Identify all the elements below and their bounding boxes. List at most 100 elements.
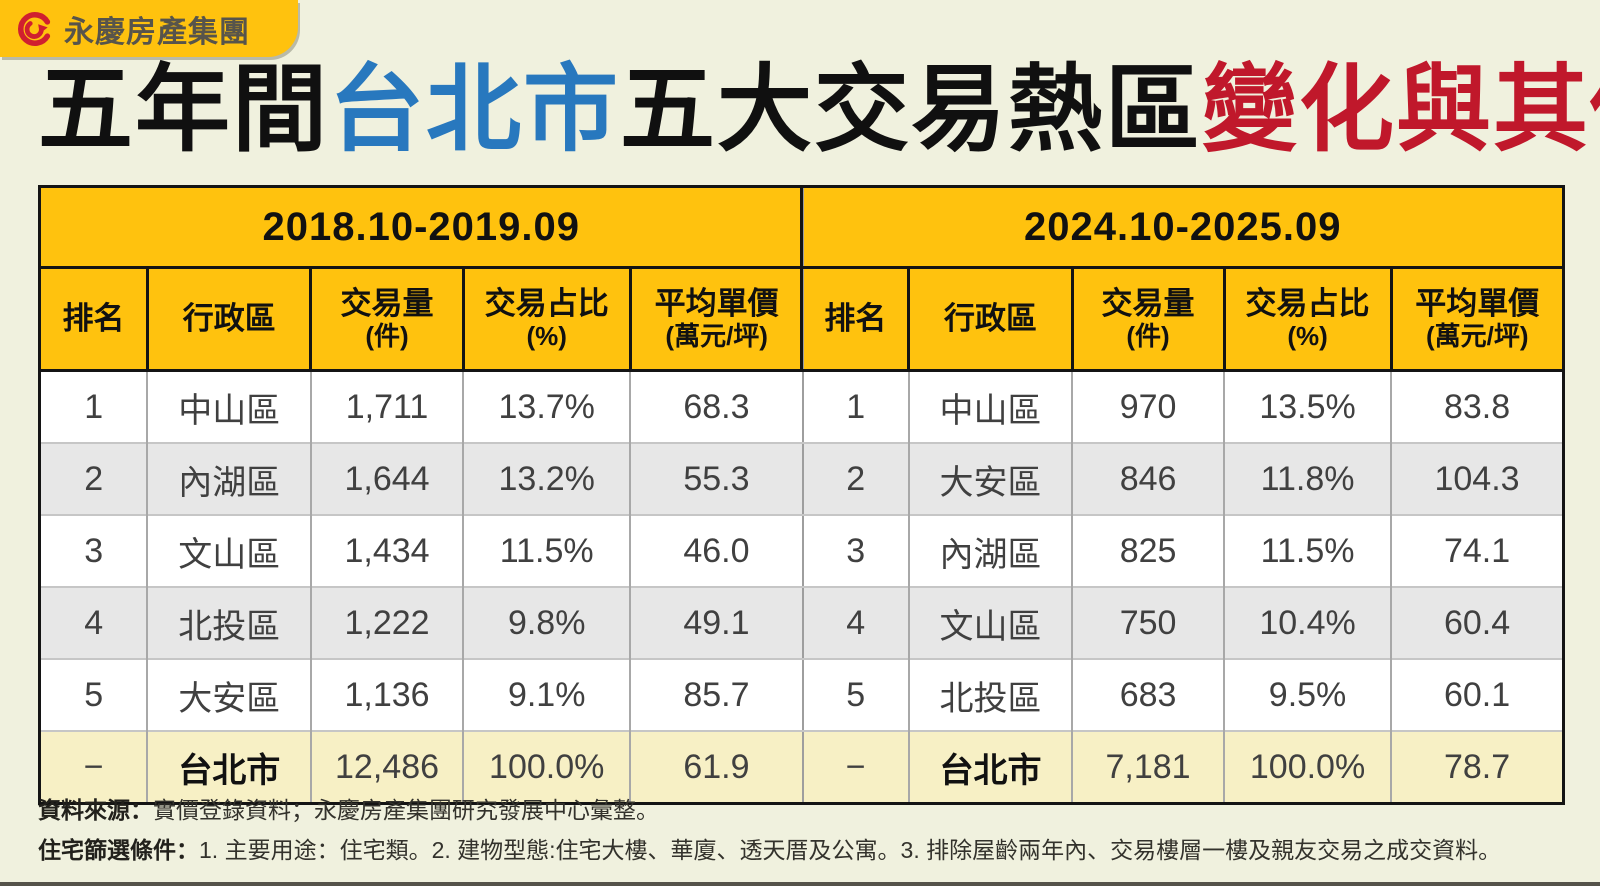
cell-volume: 683	[1071, 658, 1224, 731]
cell-share: 9.5%	[1222, 658, 1392, 731]
col-header-label: 行政區	[943, 301, 1037, 337]
col-header-label: 交易占比	[484, 286, 609, 322]
cell-volume: 1,644	[309, 442, 464, 515]
title-part-blue: 台北市	[329, 57, 621, 163]
title-part-black2: 五大交易熱區	[620, 57, 1203, 163]
cell-district: 大安區	[907, 442, 1073, 515]
column-header-row: 排名 行政區 交易量 (件) 交易占比 (%) 平均單價 (萬元/坪)	[41, 267, 802, 372]
logo-tab: 永慶房產集團	[0, 0, 298, 57]
period-table-2018: 2018.10-2019.09 排名 行政區 交易量 (件) 交易占比 (%) 平均…	[41, 188, 802, 802]
cell-rank: 1	[802, 369, 909, 443]
page-title: 五年間台北市五大交易熱區變化與其價量	[38, 58, 1600, 163]
col-header-label: 交易占比	[1245, 286, 1370, 322]
footer-source-label: 資料來源：	[38, 797, 153, 823]
cell-volume: 1,711	[309, 369, 464, 443]
yungching-logo-icon	[18, 11, 51, 46]
cell-rank: 3	[41, 514, 148, 587]
cell-share: 9.8%	[462, 586, 631, 659]
cell-price: 60.1	[1390, 658, 1562, 731]
cell-share: 11.5%	[462, 514, 631, 587]
col-header-unit: (件)	[1126, 320, 1170, 351]
cell-district: 內湖區	[907, 514, 1073, 587]
footer-source: 資料來源：實價登錄資料；永慶房產集團研究發展中心彙整。	[38, 791, 1501, 831]
cell-volume: 12,486	[309, 730, 464, 802]
cell-district: 中山區	[907, 369, 1073, 443]
table-row: 5 北投區 683 9.5% 60.1	[802, 658, 1562, 731]
col-header-label: 排名	[62, 301, 125, 337]
cell-volume: 1,222	[309, 586, 464, 659]
table-row: 1 中山區 1,711 13.7% 68.3	[41, 369, 802, 443]
footer-filter-label: 住宅篩選條件：	[38, 836, 199, 863]
cell-price: 74.1	[1390, 514, 1562, 587]
cell-district: 內湖區	[146, 442, 311, 515]
cell-volume: 750	[1071, 586, 1224, 659]
period-header-row: 2024.10-2025.09	[802, 188, 1562, 269]
cell-volume: 970	[1071, 369, 1224, 443]
col-header-unit: (件)	[365, 320, 409, 351]
title-part-black1: 五年間	[38, 57, 330, 163]
cell-share: 10.4%	[1222, 586, 1392, 659]
cell-share: 11.5%	[1222, 514, 1392, 587]
column-header-row: 排名 行政區 交易量 (件) 交易占比 (%) 平均單價 (萬元/坪)	[802, 267, 1562, 372]
cell-price: 61.9	[629, 730, 802, 802]
cell-volume: 7,181	[1071, 730, 1224, 802]
col-header-label: 行政區	[182, 301, 276, 337]
cell-district: 大安區	[146, 658, 311, 731]
cell-share: 100.0%	[1222, 730, 1392, 802]
col-header-volume: 交易量 (件)	[1070, 267, 1224, 372]
cell-price: 68.3	[629, 369, 802, 443]
cell-price: 78.7	[1390, 730, 1562, 802]
cell-share: 100.0%	[462, 730, 631, 802]
table-row: 3 內湖區 825 11.5% 74.1	[802, 514, 1562, 587]
table-row: 5 大安區 1,136 9.1% 85.7	[41, 658, 802, 731]
col-header-unit: (萬元/坪)	[665, 320, 768, 351]
cell-rank: 4	[802, 586, 909, 659]
cell-district: 文山區	[907, 586, 1073, 659]
col-header-unit: (萬元/坪)	[1426, 320, 1529, 351]
summary-row: − 台北市 7,181 100.0% 78.7	[802, 730, 1562, 802]
title-part-red: 變化與其價量	[1202, 57, 1600, 163]
logo-text: 永慶房產集團	[64, 15, 250, 49]
table-row: 3 文山區 1,434 11.5% 46.0	[41, 514, 802, 587]
col-header-price: 平均單價 (萬元/坪)	[1389, 267, 1562, 372]
cell-price: 85.7	[629, 658, 802, 731]
col-header-district: 行政區	[907, 267, 1073, 372]
bottom-edge-bar	[0, 882, 1600, 886]
cell-price: 60.4	[1390, 586, 1562, 659]
period-label: 2024.10-2025.09	[802, 188, 1562, 269]
col-header-rank: 排名	[802, 267, 909, 372]
table-row: 4 北投區 1,222 9.8% 49.1	[41, 586, 802, 659]
cell-rank: −	[41, 730, 148, 802]
comparison-table: 2018.10-2019.09 排名 行政區 交易量 (件) 交易占比 (%) 平均…	[38, 185, 1565, 805]
col-header-unit: (%)	[1287, 320, 1328, 351]
cell-price: 49.1	[629, 586, 802, 659]
cell-rank: 3	[802, 514, 909, 587]
footer-filter-text: 1. 主要用途：住宅類。2. 建物型態:住宅大樓、華廈、透天厝及公寓。3. 排除…	[199, 836, 1502, 863]
cell-price: 46.0	[629, 514, 802, 587]
col-header-share: 交易占比 (%)	[1222, 267, 1392, 372]
table-row: 4 文山區 750 10.4% 60.4	[802, 586, 1562, 659]
cell-district: 台北市	[146, 730, 311, 802]
cell-share: 13.7%	[462, 369, 631, 443]
col-header-label: 交易量	[340, 286, 434, 322]
cell-share: 13.5%	[1222, 369, 1392, 443]
cell-rank: 2	[41, 442, 148, 515]
cell-rank: 5	[802, 658, 909, 731]
table-row: 2 內湖區 1,644 13.2% 55.3	[41, 442, 802, 515]
cell-rank: −	[802, 730, 909, 802]
summary-row: − 台北市 12,486 100.0% 61.9	[41, 730, 802, 802]
cell-price: 104.3	[1390, 442, 1562, 515]
footer-filter: 住宅篩選條件：1. 主要用途：住宅類。2. 建物型態:住宅大樓、華廈、透天厝及公…	[38, 831, 1501, 871]
period-table-2024: 2024.10-2025.09 排名 行政區 交易量 (件) 交易占比 (%) 平均…	[801, 188, 1562, 802]
cell-rank: 1	[41, 369, 148, 443]
cell-district: 台北市	[907, 730, 1073, 802]
cell-share: 13.2%	[462, 442, 631, 515]
cell-district: 文山區	[146, 514, 311, 587]
period-label: 2018.10-2019.09	[41, 188, 802, 269]
cell-price: 55.3	[629, 442, 802, 515]
period-header-row: 2018.10-2019.09	[41, 188, 802, 269]
cell-district: 北投區	[907, 658, 1073, 731]
col-header-unit: (%)	[526, 320, 567, 351]
col-header-share: 交易占比 (%)	[461, 267, 631, 372]
table-middle-divider	[799, 188, 803, 369]
